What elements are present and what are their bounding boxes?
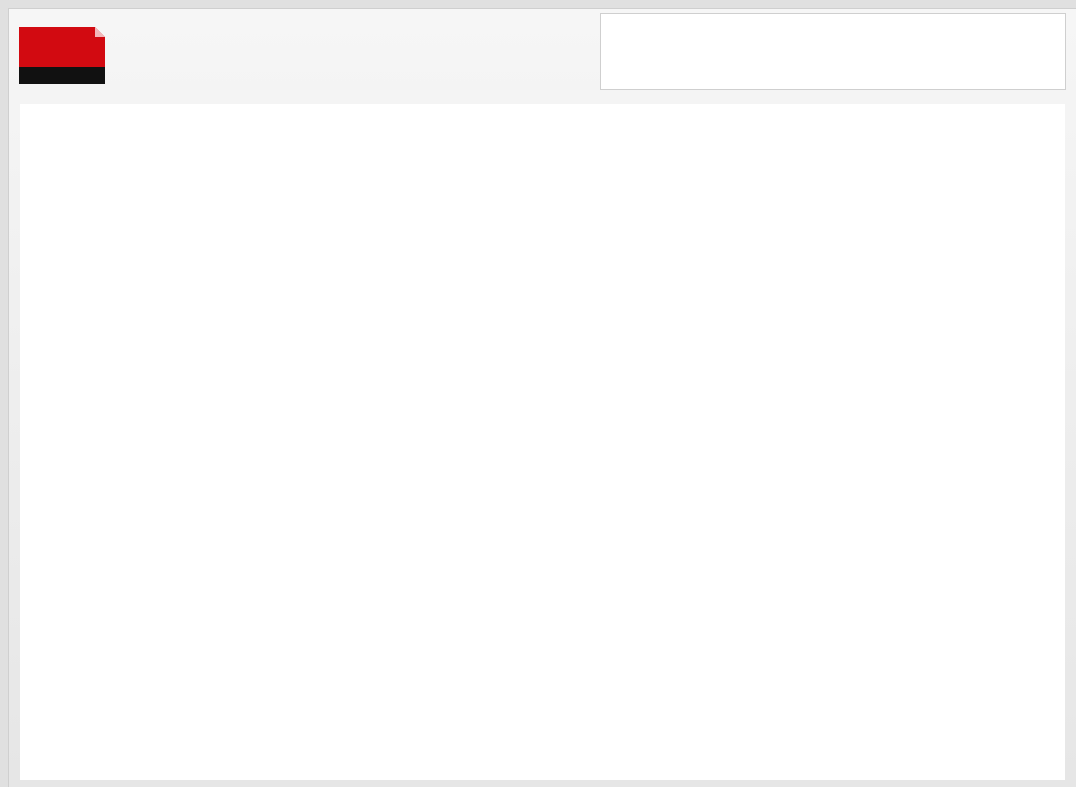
rcp-logo[interactable] bbox=[19, 27, 105, 84]
chart-svg bbox=[20, 104, 1065, 780]
logo-red-block bbox=[19, 27, 105, 67]
logo-black-band bbox=[19, 67, 105, 84]
chart-panel bbox=[20, 104, 1065, 780]
legend bbox=[600, 13, 1066, 90]
logo-page-fold bbox=[95, 27, 105, 37]
